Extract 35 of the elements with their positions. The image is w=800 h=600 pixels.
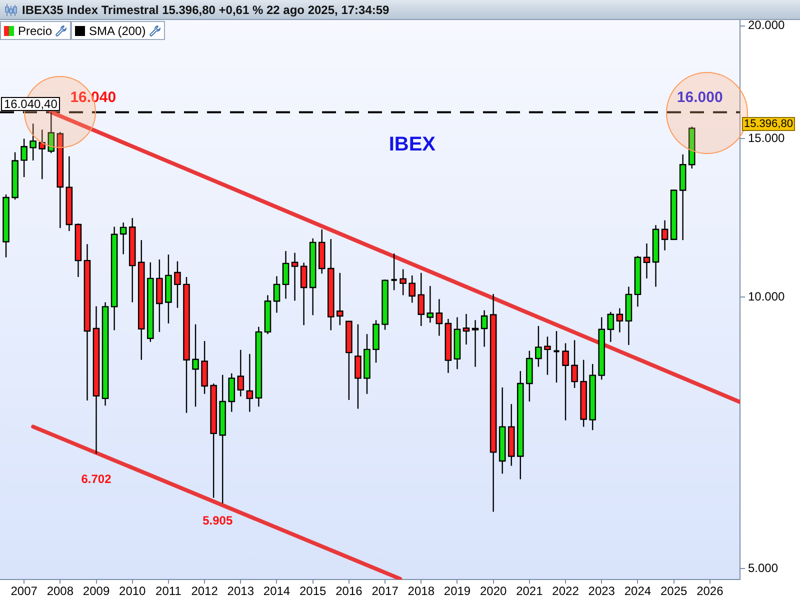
- y-tick-label: 15.000: [748, 130, 786, 145]
- x-tick-label: 2015: [299, 584, 327, 598]
- y-tick-label: 5.000: [748, 560, 778, 575]
- x-tick-label: 2023: [588, 584, 616, 598]
- x-tick-label: 2017: [372, 584, 399, 598]
- x-tick-label: 2013: [227, 584, 254, 598]
- annotation: 5.905: [202, 514, 233, 528]
- x-tick-label: 2012: [191, 584, 218, 598]
- annotation: 6.702: [81, 472, 112, 486]
- candlestick: [390, 252, 398, 291]
- x-tick-label: 2011: [156, 584, 182, 598]
- x-tick-label: 2020: [480, 584, 508, 598]
- chart-title: IBEX35 Index Trimestral 15.396,80 +0,61 % 22 ago 2025, 17:34:59: [22, 2, 390, 16]
- text: 15.396,80: [742, 117, 795, 132]
- annotation: 16.000: [676, 88, 723, 106]
- y-tick-label: 20.000: [748, 18, 786, 32]
- x-tick-label: 2026: [696, 584, 724, 598]
- x-tick-label: 2008: [46, 584, 74, 598]
- x-tick-label: 2014: [263, 584, 290, 598]
- x-tick-label: 2024: [624, 584, 652, 598]
- x-tick-label: 2021: [516, 584, 544, 598]
- candlestick: [552, 330, 560, 384]
- x-tick-label: 2009: [82, 584, 110, 598]
- x-tick-label: 2019: [444, 584, 471, 598]
- x-tick-label: 2016: [336, 584, 363, 598]
- x-tick-label: 2018: [408, 584, 435, 598]
- ref-line-label: 16.040,40: [1, 97, 60, 112]
- x-tick-label: 2007: [10, 584, 38, 598]
- legend-label: SMA (200): [89, 24, 146, 38]
- x-tick-label: 2010: [119, 584, 146, 598]
- x-tick-label: 2022: [552, 584, 580, 598]
- legend-label: Precio: [18, 24, 52, 38]
- y-tick-label: 10.000: [748, 289, 786, 304]
- annotation: IBEX: [388, 133, 436, 156]
- x-tick-label: 2025: [660, 584, 688, 598]
